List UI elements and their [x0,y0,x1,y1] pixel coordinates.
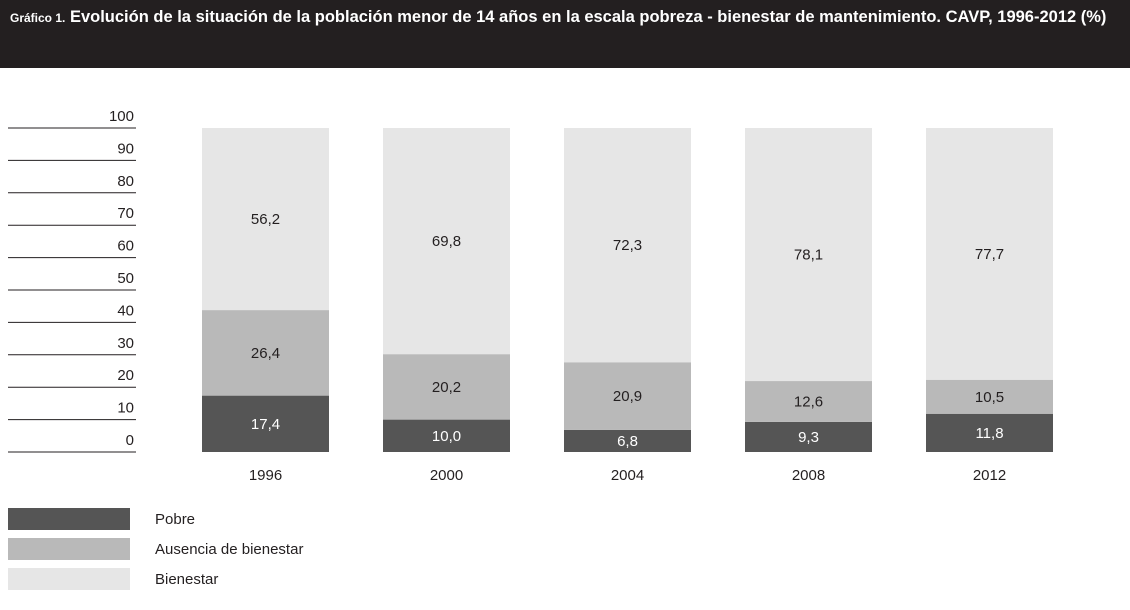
value-label: 11,8 [975,425,1003,442]
value-label: 77,7 [975,246,1004,263]
bar-segment [745,381,872,422]
legend-label: Bienestar [155,571,218,588]
value-label: 6,8 [617,433,638,450]
bar-segment [202,395,329,452]
y-tick-label: 10 [117,400,134,417]
bar-segment [564,128,691,363]
bar-segment [202,128,329,311]
bar-segment [745,128,872,382]
value-label: 17,4 [251,416,280,433]
title-bar: Gráfico 1. Evolución de la situación de … [0,0,1130,68]
x-tick-label: 1996 [249,467,282,484]
bar-segment [383,419,510,452]
legend-swatch [8,568,130,590]
x-tick-label: 2004 [611,467,644,484]
bar-segment [383,128,510,355]
bar-segment [202,310,329,396]
legend-label: Ausencia de bienestar [155,541,303,558]
value-label: 78,1 [794,247,823,264]
value-label: 20,9 [613,388,642,405]
bar-segment [564,429,691,452]
value-label: 10,5 [975,389,1004,406]
legend-label: Pobre [155,511,195,528]
bar-segment [926,128,1053,380]
y-tick-label: 70 [117,205,134,222]
value-label: 9,3 [798,429,819,446]
y-tick-label: 100 [109,108,134,125]
value-label: 10,0 [432,428,461,445]
x-tick-label: 2000 [430,467,463,484]
bar-segment [926,413,1053,452]
y-tick-label: 90 [117,140,134,157]
value-label: 12,6 [794,393,823,410]
y-tick-label: 80 [117,173,134,190]
value-label: 56,2 [251,211,280,228]
value-label: 69,8 [432,233,461,250]
y-tick-label: 20 [117,367,134,384]
bar-segment [383,354,510,420]
y-tick-label: 40 [117,302,134,319]
x-tick-label: 2008 [792,467,825,484]
y-tick-label: 50 [117,270,134,287]
legend-swatch [8,538,130,560]
value-label: 20,2 [432,379,461,396]
bar-segment [564,362,691,430]
title-prefix: Gráfico 1. [10,11,66,25]
y-tick-label: 0 [126,432,134,449]
bar-segment [745,421,872,452]
legend-swatch [8,508,130,530]
value-label: 26,4 [251,345,280,362]
bar-segment [926,379,1053,414]
value-label: 72,3 [613,237,642,254]
x-tick-label: 2012 [973,467,1006,484]
y-tick-label: 60 [117,238,134,255]
y-tick-label: 30 [117,335,134,352]
chart-title: Evolución de la situación de la població… [69,8,1107,26]
